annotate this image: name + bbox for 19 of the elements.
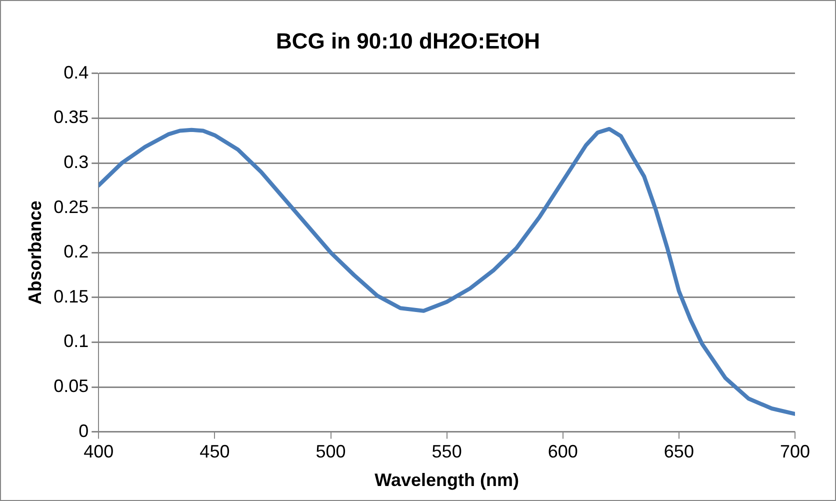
y-tick-label: 0.2 [64,242,89,262]
y-axis-title: Absorbance [24,200,45,305]
x-tick-label: 400 [84,442,114,462]
y-tick-label: 0.1 [64,331,89,352]
x-tick-label: 550 [432,442,462,462]
y-tick-label: 0.05 [54,376,89,396]
x-axis-title: Wavelength (nm) [374,470,519,490]
y-tick-label: 0.4 [64,62,89,82]
y-tick-label: 0 [78,420,89,441]
y-tick-label: 0.3 [64,152,89,172]
y-tick-label: 0.35 [54,107,89,128]
y-tick-label: 0.25 [54,196,89,217]
x-tick-label: 450 [200,442,230,462]
y-tick-label: 0.15 [54,286,89,306]
x-tick-label: 650 [664,442,694,462]
x-tick-label: 600 [548,442,578,462]
x-tick-label: 700 [780,442,810,462]
chart-title: BCG in 90:10 dH2O:EtOH [276,28,540,54]
x-tick-label: 500 [316,442,346,462]
